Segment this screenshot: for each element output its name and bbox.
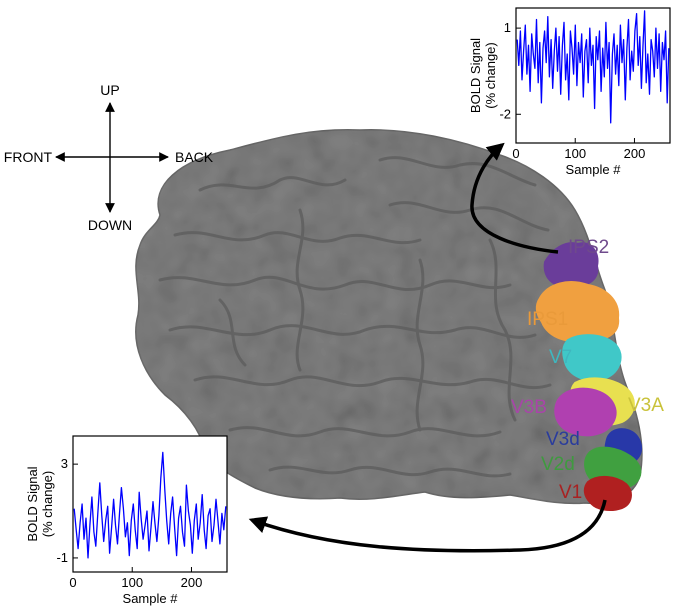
chart-ips2: 0 100 200 1 -2 Sample # BOLD Signal(% change) [468, 7, 671, 177]
x-tick-label: 200 [624, 146, 646, 161]
y-tick-label: 3 [61, 456, 68, 471]
label-v3b: V3B [511, 397, 547, 418]
label-v7: V7 [549, 347, 572, 368]
x-tick-label: 200 [181, 575, 203, 590]
label-ips1: IPS1 [527, 309, 568, 330]
label-v2d: V2d [541, 454, 575, 475]
brain-surface [135, 128, 643, 505]
label-ips2: IPS2 [568, 237, 609, 258]
sulci-lines [158, 156, 552, 478]
region-v3b [554, 387, 617, 437]
y-tick-label: 1 [504, 20, 511, 35]
compass-down-label: DOWN [88, 217, 132, 233]
bold-signal-series [73, 451, 227, 559]
label-v3a: V3A [628, 395, 664, 416]
compass-front-label: FRONT [4, 149, 53, 165]
compass-up-label: UP [100, 82, 119, 98]
visual-areas [535, 242, 642, 511]
region-v7 [562, 334, 622, 382]
x-tick-label: 100 [121, 575, 143, 590]
x-tick-label: 100 [564, 146, 586, 161]
connector-arrows [248, 142, 607, 553]
label-v3d: V3d [546, 429, 580, 450]
y-tick-label: -1 [56, 550, 68, 565]
plot-frame [72, 435, 228, 573]
x-tick-label: 0 [512, 146, 519, 161]
region-v1 [583, 476, 632, 511]
cortex-outline [135, 128, 643, 505]
x-axis-label: Sample # [123, 591, 179, 606]
label-v1: V1 [559, 482, 582, 503]
y-axis-label-line2: (% change) [483, 42, 498, 108]
y-axis-label-line2: (% change) [40, 471, 55, 537]
compass-back-label: BACK [175, 149, 214, 165]
y-axis-label-line1: BOLD Signal [468, 38, 483, 113]
region-labels: IPS2 IPS1 V7 V3A V3B V3d V2d V1 [511, 237, 664, 503]
y-tick-label: -2 [499, 106, 511, 121]
bold-signal-series [516, 10, 670, 124]
region-ips1 [535, 281, 620, 342]
x-tick-label: 0 [69, 575, 76, 590]
ips2-to-top-chart-arrow [470, 142, 559, 254]
chart-v1: 0 100 200 3 -1 Sample # BOLD Signal(% change) [25, 435, 228, 606]
y-axis-label: BOLD Signal(% change) [25, 466, 55, 541]
y-axis-label: BOLD Signal(% change) [468, 38, 498, 113]
y-axis-label-line1: BOLD Signal [25, 466, 40, 541]
orientation-compass: UP DOWN FRONT BACK [4, 82, 214, 233]
v1-to-bottom-chart-arrow [248, 499, 607, 553]
x-axis-label: Sample # [566, 162, 622, 177]
